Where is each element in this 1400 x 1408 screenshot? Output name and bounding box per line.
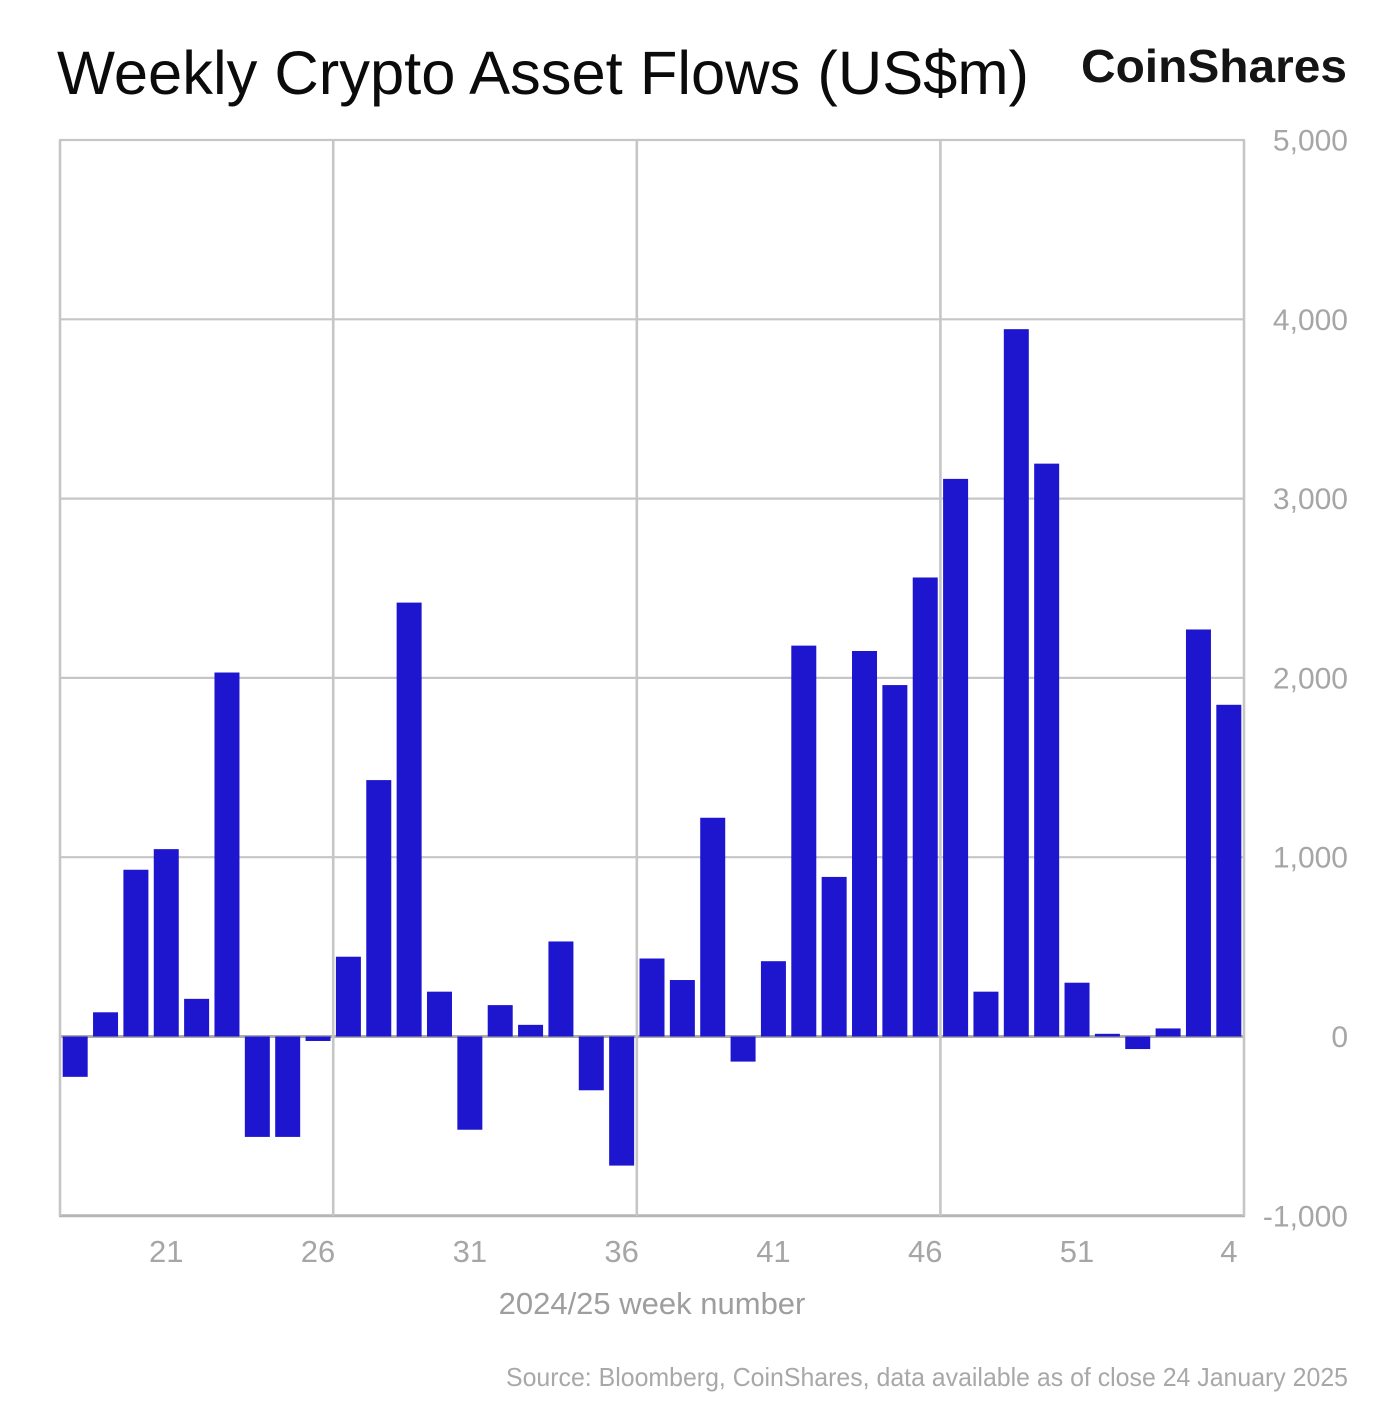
bar-week-52 <box>1094 1033 1120 1037</box>
bar-week-27 <box>335 956 361 1037</box>
bar-week-34 <box>548 941 574 1037</box>
bar-week-32 <box>487 1005 513 1037</box>
coinshares-logo: CoinShares <box>1081 40 1347 92</box>
page-title: Weekly Crypto Asset Flows (US$m) <box>57 39 1029 107</box>
bar-week-31 <box>457 1036 483 1130</box>
x-tick-label: 41 <box>756 1234 790 1269</box>
bar-week-3 <box>1185 629 1211 1037</box>
x-tick-label: 36 <box>604 1234 638 1269</box>
bar-week-25 <box>275 1036 301 1137</box>
y-tick-label: 3,000 <box>1273 483 1348 516</box>
bar-week-29 <box>396 602 422 1037</box>
bar-week-43 <box>821 876 847 1037</box>
bar-week-40 <box>730 1036 756 1062</box>
bar-week-51 <box>1064 982 1090 1037</box>
bar-week-21 <box>153 849 179 1037</box>
x-tick-label: 31 <box>453 1234 487 1269</box>
bar-week-42 <box>791 645 817 1037</box>
bar-week-1 <box>1125 1036 1151 1050</box>
x-tick-label: 4 <box>1220 1234 1237 1269</box>
bars <box>62 329 1242 1166</box>
axis-labels: 5,000 4,000 3,000 2,000 1,000 0 -1,000 21 26 31 36… <box>149 125 1348 1270</box>
bar-week-46 <box>912 577 938 1037</box>
bar-week-22 <box>184 998 210 1037</box>
bar-week-41 <box>760 961 786 1037</box>
bar-week-35 <box>578 1036 604 1091</box>
bar-week-38 <box>669 980 695 1037</box>
bar-week-2 <box>1155 1028 1181 1037</box>
bar-week-4 <box>1216 704 1242 1037</box>
bar-week-48 <box>973 991 999 1037</box>
bar-week-24 <box>244 1036 270 1137</box>
y-tick-label: -1,000 <box>1263 1200 1348 1233</box>
y-tick-label: 4,000 <box>1273 304 1348 337</box>
bar-week-19 <box>93 1012 119 1037</box>
x-axis-title: 2024/25 week number <box>499 1286 806 1321</box>
y-tick-label: 2,000 <box>1273 662 1348 695</box>
x-tick-label: 46 <box>908 1234 942 1269</box>
y-tick-label: 0 <box>1331 1021 1348 1054</box>
bar-week-50 <box>1034 463 1060 1037</box>
bar-week-49 <box>1003 329 1029 1037</box>
bar-week-37 <box>639 958 665 1037</box>
bar-week-33 <box>518 1024 544 1037</box>
bar-week-39 <box>700 817 726 1037</box>
bar-week-20 <box>123 869 149 1037</box>
source-note: Source: Bloomberg, CoinShares, data avai… <box>506 1362 1348 1392</box>
bar-week-36 <box>609 1036 635 1166</box>
bar-week-26 <box>305 1036 331 1041</box>
x-tick-label: 26 <box>301 1234 335 1269</box>
bar-week-23 <box>214 672 240 1037</box>
x-tick-label: 51 <box>1060 1234 1094 1269</box>
y-tick-label: 5,000 <box>1273 125 1348 158</box>
bar-week-45 <box>882 685 908 1037</box>
bar-week-47 <box>943 478 969 1037</box>
x-tick-label: 21 <box>149 1234 183 1269</box>
bar-week-30 <box>426 991 452 1037</box>
bar-week-44 <box>852 651 878 1037</box>
bar-week-18 <box>62 1036 88 1077</box>
bar-week-28 <box>366 780 392 1037</box>
y-tick-label: 1,000 <box>1273 842 1348 875</box>
